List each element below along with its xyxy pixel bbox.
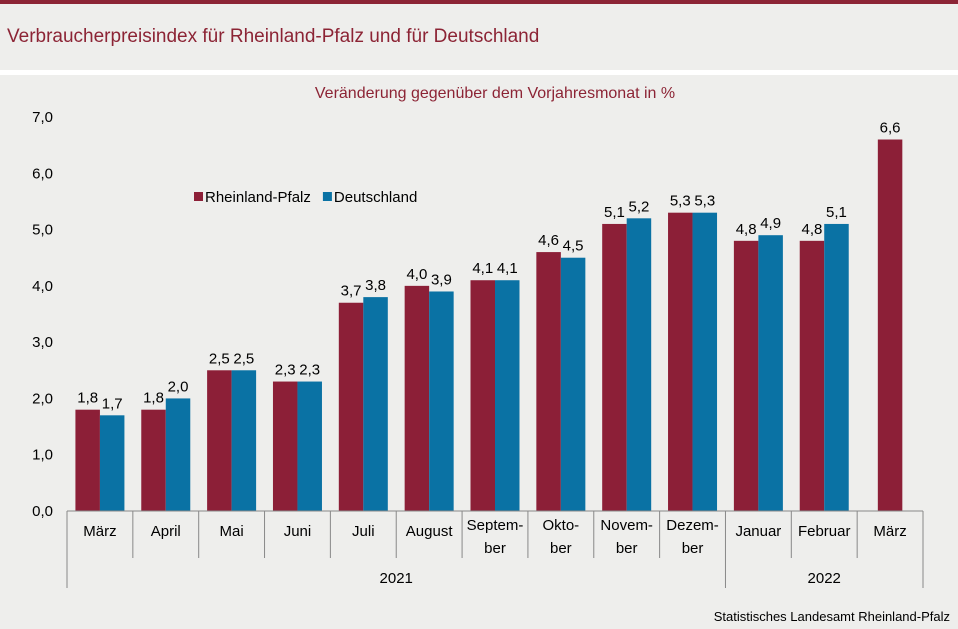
x-tick-label: Januar xyxy=(735,523,781,540)
data-label: 4,8 xyxy=(736,221,757,238)
data-label: 1,8 xyxy=(143,390,164,407)
y-tick-label: 4,0 xyxy=(32,278,53,295)
x-tick-label: Dezem- xyxy=(666,517,719,534)
legend-label: Deutschland xyxy=(334,189,417,206)
data-label: 6,6 xyxy=(880,120,901,137)
x-tick-label: Juni xyxy=(284,523,312,540)
bar-deutschland xyxy=(363,297,388,511)
data-label: 5,2 xyxy=(629,198,650,215)
top-accent-bar xyxy=(0,0,958,4)
y-tick-label: 7,0 xyxy=(32,109,53,126)
y-tick-label: 5,0 xyxy=(32,222,53,239)
bar-deutschland xyxy=(231,370,257,511)
bar-rheinland-pfalz xyxy=(141,409,166,511)
y-tick-label: 1,0 xyxy=(32,447,53,464)
legend-label: Rheinland-Pfalz xyxy=(205,189,311,206)
bar-rheinland-pfalz xyxy=(799,240,825,512)
bar-rheinland-pfalz xyxy=(338,302,364,511)
x-tick-label: März xyxy=(83,523,116,540)
bar-deutschland xyxy=(560,257,586,511)
source-note: Statistisches Landesamt Rheinland-Pfalz xyxy=(713,609,950,624)
x-tick-label: ber xyxy=(550,540,572,557)
x-tick-label: März xyxy=(873,523,906,540)
data-label: 4,1 xyxy=(497,260,518,277)
x-tick-label: ber xyxy=(682,540,704,557)
data-label: 4,5 xyxy=(563,238,584,255)
bar-rheinland-pfalz xyxy=(207,370,232,511)
header-separator xyxy=(0,70,958,75)
chart-subtitle: Veränderung gegenüber dem Vorjahresmonat… xyxy=(314,85,676,102)
data-label: 5,3 xyxy=(670,193,691,210)
data-label: 2,3 xyxy=(299,362,320,379)
bar-deutschland xyxy=(758,235,783,511)
bar-rheinland-pfalz xyxy=(733,240,759,512)
x-tick-label: Novem- xyxy=(600,517,653,534)
bar-deutschland xyxy=(297,381,322,511)
x-tick-label: ber xyxy=(616,540,638,557)
x-tick-label: Februar xyxy=(798,523,851,540)
legend-swatch-rheinland-pfalz xyxy=(194,192,203,201)
data-label: 2,5 xyxy=(233,350,254,367)
data-label: 5,1 xyxy=(826,204,847,221)
data-label: 4,1 xyxy=(472,260,493,277)
bar-rheinland-pfalz xyxy=(404,285,430,511)
bar-rheinland-pfalz xyxy=(877,139,903,511)
bar-deutschland xyxy=(165,398,191,511)
data-label: 3,9 xyxy=(431,271,452,288)
data-label: 4,6 xyxy=(538,232,559,249)
bar-deutschland xyxy=(692,212,718,511)
y-tick-label: 6,0 xyxy=(32,165,53,182)
bar-deutschland xyxy=(99,415,125,511)
x-tick-label: Septem- xyxy=(467,517,524,534)
bar-deutschland xyxy=(429,291,454,511)
data-label: 3,7 xyxy=(341,283,362,300)
group-label: 2021 xyxy=(380,570,413,587)
bar-deutschland xyxy=(495,280,520,511)
data-label: 4,8 xyxy=(802,221,823,238)
y-tick-label: 3,0 xyxy=(32,334,53,351)
bar-deutschland xyxy=(626,218,652,512)
group-label: 2022 xyxy=(808,570,841,587)
bar-deutschland xyxy=(824,223,849,511)
x-tick-label: Mai xyxy=(220,523,244,540)
bar-rheinland-pfalz xyxy=(536,252,561,512)
x-tick-label: ber xyxy=(484,540,506,557)
data-label: 3,8 xyxy=(365,277,386,294)
legend-swatch-deutschland xyxy=(322,192,332,201)
page-title: Verbraucherpreisindex für Rheinland-Pfal… xyxy=(7,26,540,47)
x-tick-label: August xyxy=(406,523,454,540)
bar-rheinland-pfalz xyxy=(75,409,100,511)
x-tick-label: April xyxy=(151,523,181,540)
x-tick-label: Juli xyxy=(352,523,375,540)
bar-rheinland-pfalz xyxy=(272,381,298,511)
data-label: 1,8 xyxy=(77,390,98,407)
data-label: 5,1 xyxy=(604,204,625,221)
bar-rheinland-pfalz xyxy=(668,212,693,511)
data-label: 4,0 xyxy=(406,266,427,283)
y-tick-label: 2,0 xyxy=(32,390,53,407)
bar-rheinland-pfalz xyxy=(470,280,495,511)
data-label: 2,0 xyxy=(168,378,189,395)
data-label: 5,3 xyxy=(694,193,715,210)
y-tick-label: 0,0 xyxy=(32,503,53,520)
bar-rheinland-pfalz xyxy=(602,223,627,511)
data-label: 4,9 xyxy=(760,215,781,232)
data-label: 1,7 xyxy=(102,395,123,412)
data-label: 2,3 xyxy=(275,362,296,379)
data-label: 2,5 xyxy=(209,350,230,367)
x-tick-label: Okto- xyxy=(543,517,580,534)
